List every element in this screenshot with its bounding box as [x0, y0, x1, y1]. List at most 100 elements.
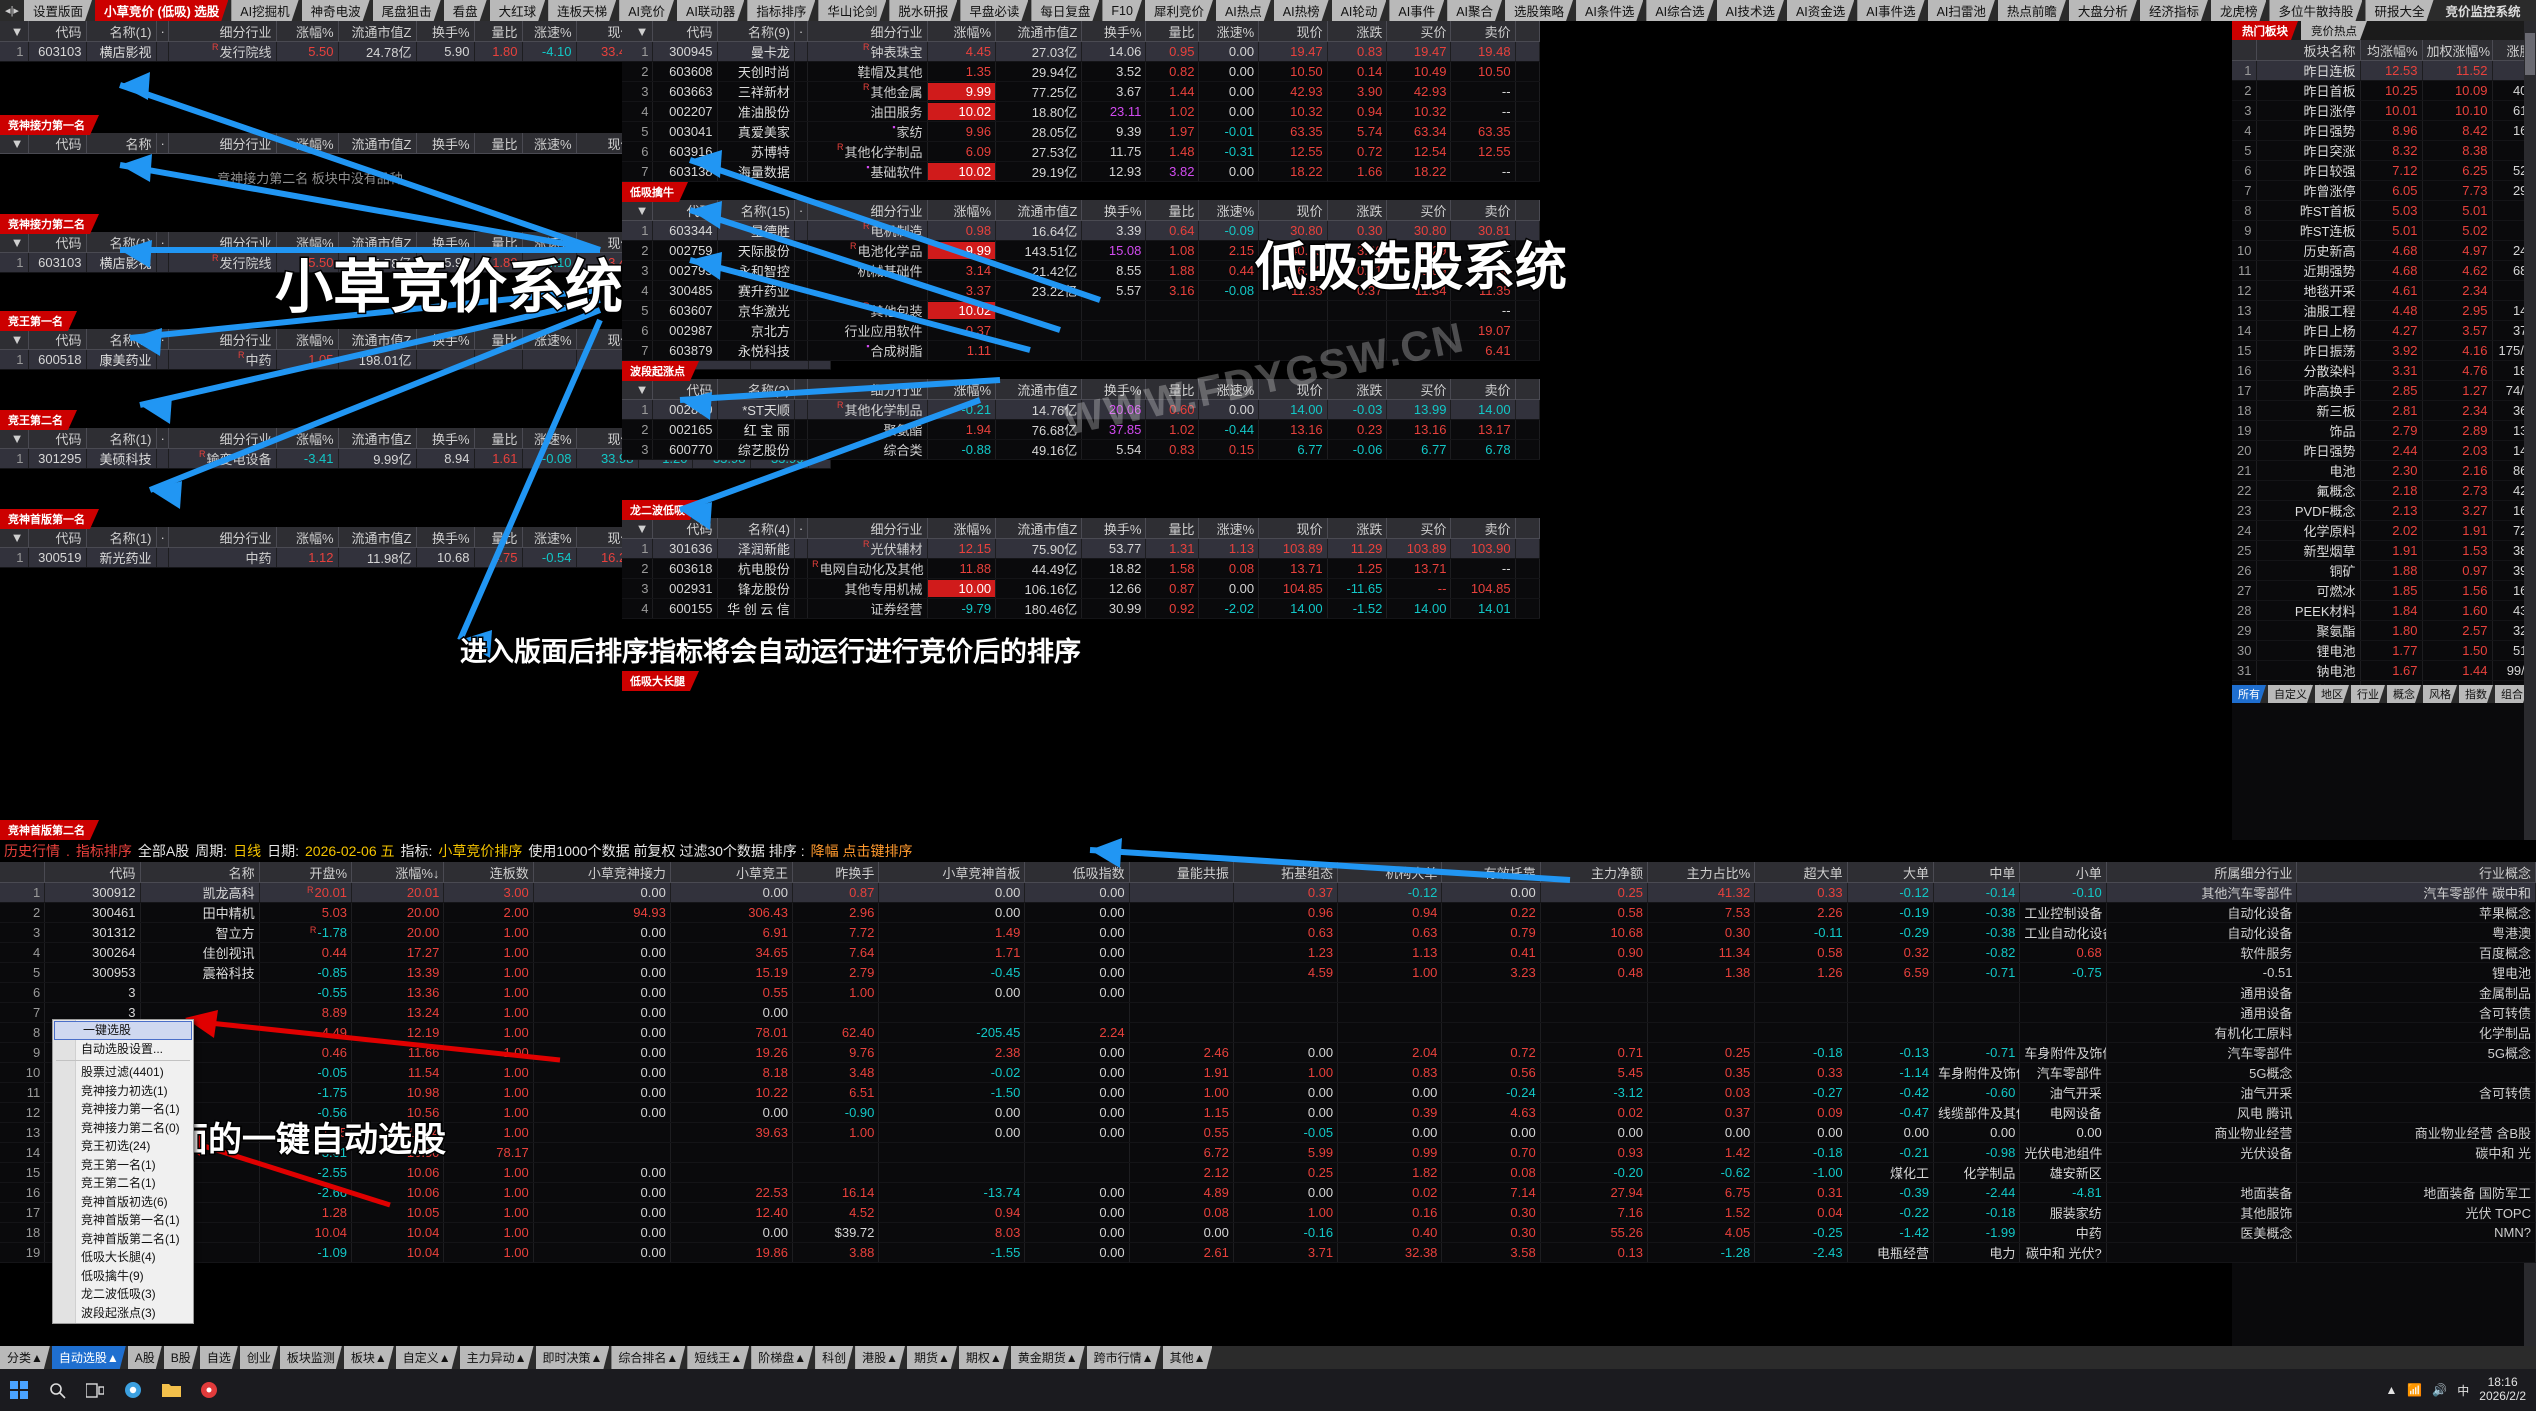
- col-header-0[interactable]: ▼: [0, 329, 29, 350]
- tab-hot-sectors[interactable]: 热门板块: [2232, 21, 2298, 40]
- period-value[interactable]: 日线: [233, 843, 262, 859]
- table-row[interactable]: 4 002207 准油股份 油田服务 10.02 18.80亿 23.11 1.02 0.00 1…: [622, 101, 1541, 122]
- hot-footer-tab-7[interactable]: 组合: [2495, 685, 2529, 703]
- col-header-3[interactable]: ·: [156, 428, 169, 449]
- hist-col-header-22[interactable]: 行业概念: [2296, 862, 2536, 883]
- top-tab-13[interactable]: 早盘必读: [960, 0, 1028, 21]
- col-header-9[interactable]: 涨速%: [1198, 518, 1260, 539]
- date-value[interactable]: 2026-02-06 五: [305, 843, 395, 859]
- table-row[interactable]: 1 603344 星德胜 R电机制造 0.98 16.64亿 3.39 0.64 -0.09 30…: [622, 220, 1541, 241]
- col-header-0[interactable]: ▼: [0, 232, 29, 253]
- col-header-2[interactable]: 名称: [86, 133, 157, 154]
- indicator-sort-label[interactable]: 指标排序: [75, 843, 132, 859]
- col-header-12[interactable]: 买价: [1386, 379, 1452, 400]
- col-header-10[interactable]: 现价: [1258, 518, 1328, 539]
- col-header-0[interactable]: ▼: [0, 133, 29, 154]
- bottom-tab-11[interactable]: 综合排名▲: [611, 1346, 685, 1369]
- col-header-1[interactable]: 代码: [28, 329, 87, 350]
- col-header-2[interactable]: 名称(15): [717, 200, 795, 221]
- col-header-7[interactable]: 换手%: [1081, 518, 1147, 539]
- table-row[interactable]: 5 603607 京华激光 R其他包装 10.02 --: [622, 300, 1541, 321]
- col-header-10[interactable]: 现价: [1258, 21, 1328, 42]
- col-header-0[interactable]: ▼: [622, 200, 654, 221]
- top-tab-4[interactable]: 尾盘狙击: [373, 0, 441, 21]
- tab-auction-hotspots[interactable]: 竞价热点: [2301, 21, 2367, 40]
- top-tab-23[interactable]: AI条件选: [1576, 0, 1643, 21]
- top-tab-17[interactable]: AI热点: [1216, 0, 1271, 21]
- top-tab-11[interactable]: 华山论剑: [818, 0, 886, 21]
- col-header-6[interactable]: 流通市值Z: [995, 379, 1083, 400]
- bottom-tab-strip[interactable]: 分类▲ 自动选股▲ A股 B股 自选 创业 板块监测 板块▲ 自定义▲ 主力异动▲ 即时决策▲ 综合排…: [0, 1346, 2536, 1369]
- tab-nav-arrows-icon[interactable]: ◂|▸: [0, 0, 24, 21]
- hist-col-header-1[interactable]: 代码: [44, 862, 141, 883]
- col-header-8[interactable]: 量比: [474, 21, 523, 42]
- col-header-3[interactable]: ·: [794, 518, 809, 539]
- col-header-10[interactable]: 现价: [1258, 200, 1328, 221]
- taskbar-clock[interactable]: 18:16 2026/2/2: [2479, 1375, 2526, 1404]
- table-row[interactable]: 6 603916 苏博特 R其他化学制品 6.09 27.53亿 11.75 1.48 -0.3…: [622, 141, 1541, 162]
- col-header-4[interactable]: 细分行业: [807, 200, 928, 221]
- table-row[interactable]: 2 300461 田中精机 5.03 20.00 2.00 94.93 306.43 2.96 0…: [0, 902, 2536, 923]
- col-header-6[interactable]: 流通市值Z: [338, 133, 417, 154]
- col-header-9[interactable]: 涨速%: [1198, 379, 1260, 400]
- top-tab-6[interactable]: 大红球: [490, 0, 546, 21]
- col-header-3[interactable]: ·: [794, 379, 809, 400]
- col-header-9[interactable]: 涨速%: [522, 329, 577, 350]
- table-row[interactable]: 1301.4510.541.0039.631.000.000.000.55-0.…: [0, 1122, 2536, 1143]
- table-row[interactable]: 140-3.6110.5078.176.725.990.990.700.931.…: [0, 1142, 2536, 1163]
- col-header-4[interactable]: 细分行业: [168, 329, 277, 350]
- col-header-8[interactable]: 量比: [1145, 21, 1200, 42]
- bottom-tab-16[interactable]: 期货▲: [907, 1346, 957, 1369]
- table-row[interactable]: 103-0.0511.541.000.008.183.48-0.020.001.…: [0, 1062, 2536, 1083]
- table-row[interactable]: 156-2.5510.061.000.002.120.251.820.08-0.…: [0, 1162, 2536, 1183]
- col-header-13[interactable]: 卖价: [1450, 379, 1516, 400]
- hist-col-header-21[interactable]: 所属细分行业: [2106, 862, 2298, 883]
- col-header-2[interactable]: 名称(4): [717, 518, 795, 539]
- menu-item-2[interactable]: 股票过滤(4401): [81, 1065, 164, 1079]
- table-row[interactable]: 3 600770 综艺股份 综合类 -0.88 49.16亿 5.54 0.83 0.15 6.7…: [622, 439, 1541, 460]
- table-row[interactable]: 2 002759 天际股份 R电池化学品 9.99 143.51亿 15.08 1.08 2.1…: [622, 240, 1541, 261]
- hist-col-header-17[interactable]: 超大单: [1754, 862, 1848, 883]
- col-header-5[interactable]: 涨幅%: [927, 518, 997, 539]
- col-header-12[interactable]: 买价: [1386, 518, 1452, 539]
- col-header-5[interactable]: 涨幅%: [276, 232, 339, 253]
- col-header-9[interactable]: 涨速%: [522, 527, 577, 548]
- hist-col-header-7[interactable]: 小草竞王: [670, 862, 793, 883]
- table-row[interactable]: 6 3 -0.55 13.36 1.00 0.00 0.55 1.00 0.00 0.00 通用设备…: [0, 982, 2536, 1003]
- hot-col-header-1[interactable]: 板块名称: [2256, 40, 2361, 61]
- top-tab-21[interactable]: AI聚合: [1447, 0, 1502, 21]
- col-header-14[interactable]: [1515, 518, 1541, 539]
- menu-item-7[interactable]: 竞王第一名(1): [81, 1157, 156, 1172]
- table-row[interactable]: 3 301312 智立方 R-1.78 20.00 1.00 0.00 6.91 7.72 1.4…: [0, 922, 2536, 943]
- bottom-tab-20[interactable]: 其他▲: [1163, 1346, 1213, 1369]
- scope-all-a-shares[interactable]: 全部A股: [137, 843, 190, 859]
- hot-footer-tab-1[interactable]: 自定义: [2268, 685, 2313, 703]
- menu-item-1[interactable]: 自动选股设置...: [81, 1041, 164, 1056]
- col-header-5[interactable]: 涨幅%: [276, 428, 339, 449]
- table-row[interactable]: 1 301636 泽润新能 R光伏辅材 12.15 75.90亿 53.77 1.31 1.13…: [622, 538, 1541, 559]
- hist-col-header-10[interactable]: 低吸指数: [1024, 862, 1130, 883]
- top-tab-18[interactable]: AI热榜: [1274, 0, 1329, 21]
- history-quote-label[interactable]: 历史行情: [4, 843, 60, 859]
- bottom-tab-19[interactable]: 跨市行情▲: [1087, 1346, 1161, 1369]
- col-header-0[interactable]: ▼: [622, 21, 654, 42]
- col-header-0[interactable]: ▼: [0, 21, 29, 42]
- top-tab-24[interactable]: AI综合选: [1646, 0, 1713, 21]
- col-header-6[interactable]: 流通市值Z: [995, 200, 1083, 221]
- col-header-4[interactable]: 细分行业: [168, 428, 277, 449]
- bottom-tab-15[interactable]: 港股▲: [855, 1346, 905, 1369]
- hot-footer-tab-5[interactable]: 风格: [2423, 685, 2457, 703]
